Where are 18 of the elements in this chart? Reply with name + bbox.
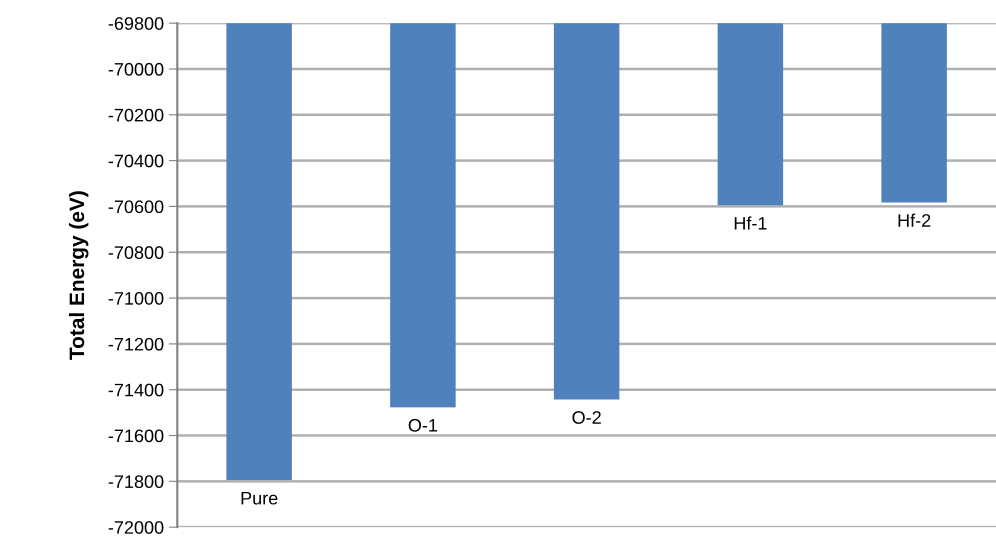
y-tick-label: -72000	[108, 521, 164, 534]
y-tick-label: -70400	[108, 154, 164, 168]
x-tick-label: O-1	[408, 418, 438, 432]
y-tick-label: -71400	[108, 384, 164, 396]
x-tick-label: Hf-2	[898, 214, 930, 227]
x-tick-label: Hf-1	[734, 216, 767, 230]
y-tick-label: -71200	[108, 338, 164, 351]
y-tick-label: -70800	[108, 246, 164, 259]
y-tick-label: -71600	[108, 429, 164, 442]
y-tick-label: -70200	[108, 108, 164, 122]
y-axis-title: Total Energy (eV)	[68, 191, 88, 360]
y-tick-label: -71000	[108, 292, 164, 305]
x-tick-label: O-2	[572, 411, 601, 424]
y-tick-label: -71800	[108, 475, 164, 488]
y-tick-label: -69800	[108, 17, 164, 30]
x-tick-label: Pure	[242, 492, 278, 505]
y-tick-label: -70000	[108, 62, 164, 76]
y-tick-label: -70600	[108, 200, 164, 214]
